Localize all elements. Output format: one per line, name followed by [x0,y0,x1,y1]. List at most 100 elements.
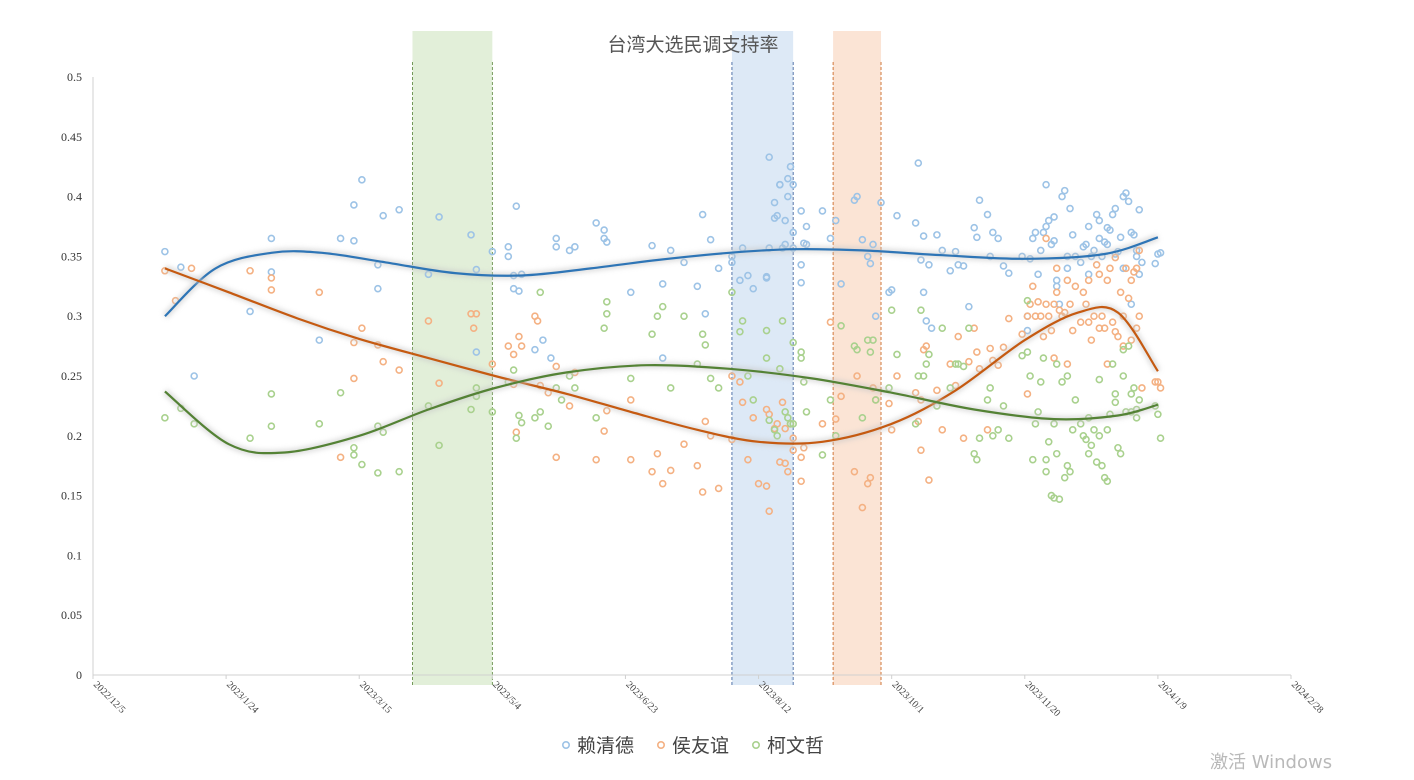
data-point [336,388,345,397]
data-point [358,324,366,332]
data-point [539,336,547,344]
data-point [1042,180,1050,189]
data-point [965,324,973,332]
data-point [1052,276,1061,285]
data-point [797,348,805,356]
data-point [536,408,545,416]
data-point [1052,264,1061,273]
data-point [658,479,667,488]
data-point [970,449,978,458]
data-point [970,223,978,232]
data-point [826,396,835,404]
data-point [512,434,521,442]
data-point [925,476,933,484]
data-point [887,286,896,294]
data-point [1103,477,1112,486]
watermark: 激活 Windows [1210,752,1332,773]
data-point [1058,192,1066,201]
data-point [999,262,1008,270]
data-point [1098,312,1106,321]
data-point [1124,294,1133,303]
data-point [773,431,781,440]
data-point [831,216,840,225]
data-point [1087,336,1096,344]
data-point [1005,269,1013,277]
data-point [784,192,792,201]
data-point [648,241,656,250]
data-point [914,159,923,167]
series-3-trend-line [164,363,1159,455]
trend-line-shadow [162,361,1159,457]
data-point [1063,372,1072,380]
data-point [1063,264,1072,273]
data-point [784,414,792,422]
data-point [488,408,497,416]
data-point [1079,288,1088,297]
data-point [917,446,925,454]
data-point [488,247,497,256]
data-point [653,312,662,321]
data-point [1042,467,1050,476]
data-point [1095,431,1104,440]
data-point [1023,348,1032,356]
data-point [762,326,771,335]
data-point [600,226,608,234]
data-point [1058,378,1066,386]
data-point [701,417,710,426]
y-tick-label: 0.05 [61,608,82,622]
data-point [531,414,539,422]
data-point [762,274,771,282]
data-point [1060,473,1069,482]
data-point [986,344,994,353]
data-point [1138,258,1146,267]
data-point [1063,360,1072,368]
data-point [853,345,861,354]
data-point [770,198,779,207]
data-point [858,235,867,244]
data-point [744,455,752,464]
x-tick-label: 2024/2/28 [1289,679,1325,715]
data-point [919,232,928,240]
data-point [1156,434,1165,442]
data-point [922,360,931,368]
data-point [789,180,797,189]
data-point [680,312,688,321]
data-point [1156,249,1165,257]
data-point [786,420,795,428]
data-point [600,427,608,435]
data-point [1090,312,1098,321]
data-point [190,372,198,380]
data-point [1068,326,1077,335]
data-point [706,374,715,383]
data-point [736,378,744,386]
data-point [853,372,861,380]
data-point [959,362,968,371]
y-tick-label: 0.35 [61,249,82,263]
x-tick-label: 2022/12/5 [91,679,127,715]
data-point [1044,437,1053,446]
data-point [315,288,324,297]
data-point [1082,240,1090,249]
data-point [666,246,675,255]
data-point [765,507,774,515]
data-point [1031,228,1040,237]
data-point [547,354,555,362]
data-point [938,324,947,332]
y-tick-label: 0.3 [67,309,82,323]
data-point [1084,318,1093,326]
data-point [1154,378,1162,386]
data-point [837,321,845,330]
data-point [1132,414,1141,422]
data-point [469,324,478,332]
data-point [973,455,981,464]
data-point [797,477,805,486]
data-point [552,243,561,251]
data-point [1039,332,1048,341]
series-1-trend-line [164,236,1159,317]
data-point [762,482,771,490]
data-point [869,336,877,344]
data-point [749,414,758,422]
series-2-points [161,234,1165,515]
data-point [728,288,736,297]
data-point [1034,298,1042,306]
